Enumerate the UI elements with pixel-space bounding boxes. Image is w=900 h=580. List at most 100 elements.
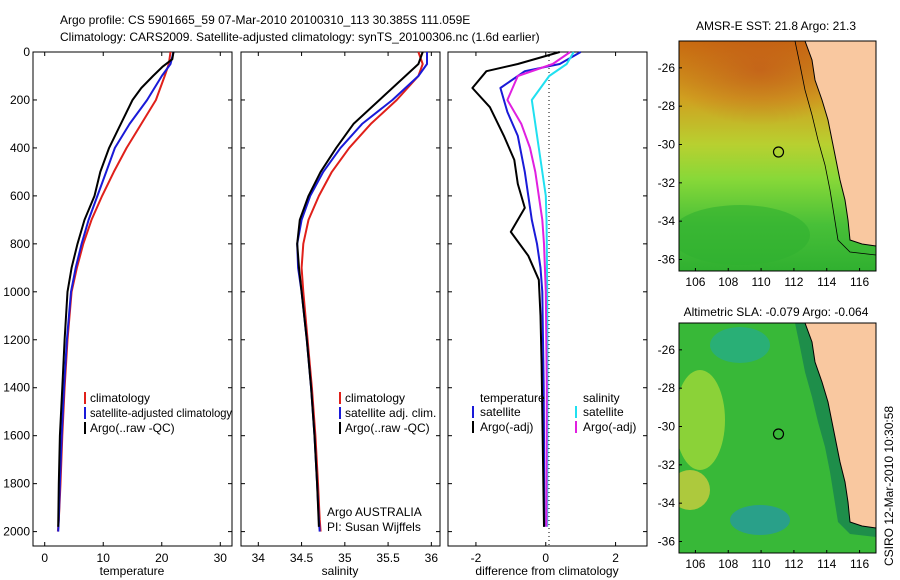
figure-title-line1: Argo profile: CS 5901665_59 07-Mar-2010 … <box>60 13 470 27</box>
y-tick-label: 1000 <box>3 285 30 299</box>
salinity-legend: climatology satellite adj. clim. Argo(..… <box>339 391 436 435</box>
map-y-tick-label: -26 <box>658 343 676 357</box>
sla-low-patch <box>730 505 790 535</box>
legend-label-temp-satellite: satellite <box>480 405 521 419</box>
map-y-tick-label: -28 <box>658 381 676 395</box>
sst-isobath <box>794 41 876 256</box>
x-tick-label: 2 <box>612 551 619 565</box>
salinity-series <box>296 51 428 532</box>
map-x-tick-label: 108 <box>718 557 738 571</box>
sst-cool-patch <box>679 205 810 265</box>
x-tick-label: -2 <box>471 551 482 565</box>
x-tick-label: 10 <box>97 551 111 565</box>
y-tick-label: 1800 <box>3 477 30 491</box>
map-x-tick-label: 112 <box>784 557 803 571</box>
x-tick-label: 34.5 <box>290 551 314 565</box>
temperature-ticks: 0 10 20 30 0 200 400 600 800 1000 1200 1400 1600 1800… <box>3 45 232 565</box>
sst-map-ticks: 106 108 110 112 114 116 -26 -28 -30 -32 -34 -36 <box>658 61 870 289</box>
csiro-credit: CSIRO 12-Mar-2010 10:30:58 <box>882 406 896 566</box>
sla-high-patch <box>679 470 710 510</box>
sla-map-frame <box>678 322 877 554</box>
y-tick-label: 400 <box>10 141 30 155</box>
series-line-argo-adj <box>506 51 571 527</box>
temperature-series <box>56 51 175 532</box>
map-x-tick-label: 114 <box>817 275 836 289</box>
legend-label-salt-satellite: satellite <box>583 405 624 419</box>
difference-series <box>471 51 582 527</box>
series-line-argo-raw-qc <box>57 51 175 527</box>
map-x-tick-label: 106 <box>685 557 705 571</box>
argo-float-marker <box>772 146 785 158</box>
sst-warm-patch <box>679 41 850 125</box>
sst-map: AMSR-E SST: 21.8 Argo: 21.3 106 108 110 112… <box>658 19 877 289</box>
y-tick-label: 200 <box>10 93 30 107</box>
legend-label-salt-argo: Argo(-adj) <box>583 420 636 434</box>
map-x-tick-label: 110 <box>752 557 771 571</box>
legend-label-satellite-adjusted: satellite-adjusted climatology <box>90 406 232 420</box>
legend-label-temp-argo: Argo(-adj) <box>480 420 533 434</box>
salinity-xlabel: salinity <box>322 564 359 578</box>
sla-map: Altimetric SLA: -0.079 Argo: -0.064 106 1… <box>658 305 877 571</box>
x-tick-label: 35 <box>338 551 352 565</box>
x-tick-label: 35.5 <box>376 551 400 565</box>
map-y-tick-label: -28 <box>658 99 676 113</box>
temperature-axes-box <box>32 51 233 547</box>
map-x-tick-label: 114 <box>817 557 836 571</box>
map-y-tick-label: -36 <box>658 253 676 267</box>
sla-land <box>805 323 876 528</box>
map-x-tick-label: 106 <box>685 275 705 289</box>
map-y-tick-label: -26 <box>658 61 676 75</box>
map-y-tick-label: -32 <box>658 176 676 190</box>
map-y-tick-label: -34 <box>658 214 676 228</box>
sst-coastline <box>804 41 876 247</box>
salinity-ticks: 34 34.5 35 35.5 36 <box>241 51 440 565</box>
y-tick-label: 1400 <box>3 381 30 395</box>
x-tick-label: 34 <box>252 551 266 565</box>
y-tick-label: 800 <box>10 237 30 251</box>
sla-low-patch <box>710 327 770 363</box>
salinity-axes-box <box>240 51 441 547</box>
figure-title-line2: Climatology: CARS2009. Satellite-adjuste… <box>60 30 540 44</box>
map-y-tick-label: -32 <box>658 458 676 472</box>
y-tick-label: 0 <box>23 45 30 59</box>
sst-map-title: AMSR-E SST: 21.8 Argo: 21.3 <box>696 19 856 33</box>
map-x-tick-label: 116 <box>850 557 869 571</box>
argo-credit-line1: Argo AUSTRALIA <box>327 505 422 519</box>
map-y-tick-label: -30 <box>658 420 676 434</box>
temperature-panel: 0 10 20 30 0 200 400 600 800 1000 1200 1400 1600 1800… <box>3 45 233 578</box>
map-x-tick-label: 108 <box>718 275 738 289</box>
map-y-tick-label: -36 <box>658 535 676 549</box>
legend-label-argo: Argo(..raw -QC) <box>345 421 430 435</box>
sla-map-ticks: 106 108 110 112 114 116 -26 -28 -30 -32 -34 -36 <box>658 343 870 571</box>
temperature-xlabel: temperature <box>100 564 165 578</box>
y-tick-label: 2000 <box>3 525 30 539</box>
x-tick-label: 0 <box>542 551 549 565</box>
map-x-tick-label: 110 <box>752 275 771 289</box>
series-line-argo-adj <box>471 51 560 527</box>
argo-credit-line2: PI: Susan Wijffels <box>327 520 421 534</box>
difference-xlabel: difference from climatology <box>475 564 618 578</box>
sla-map-title: Altimetric SLA: -0.079 Argo: -0.064 <box>684 305 869 319</box>
legend-label-climatology: climatology <box>90 391 150 405</box>
series-line-argo-raw-qc <box>296 51 424 527</box>
sst-land <box>805 41 876 246</box>
y-tick-label: 1600 <box>3 429 30 443</box>
map-x-tick-label: 112 <box>784 275 803 289</box>
series-line-satellite <box>530 51 575 527</box>
x-tick-label: 30 <box>214 551 228 565</box>
map-y-tick-label: -30 <box>658 138 676 152</box>
series-line-satellite <box>499 51 582 527</box>
difference-legend: temperature salinity satellite Argo(-adj… <box>472 391 636 434</box>
x-tick-label: 20 <box>155 551 169 565</box>
sla-coastline <box>804 323 876 529</box>
legend-title-salinity: salinity <box>583 391 620 405</box>
map-x-tick-label: 116 <box>850 275 869 289</box>
legend-label-climatology: climatology <box>345 391 405 405</box>
map-y-tick-label: -34 <box>658 496 676 510</box>
temperature-legend: climatology satellite-adjusted climatolo… <box>84 391 232 435</box>
difference-panel: -2 0 2 temperature salinity satellite Argo… <box>447 51 648 578</box>
sla-high-patch <box>679 370 725 470</box>
legend-label-satellite-adj: satellite adj. clim. <box>345 406 436 420</box>
y-tick-label: 600 <box>10 189 30 203</box>
